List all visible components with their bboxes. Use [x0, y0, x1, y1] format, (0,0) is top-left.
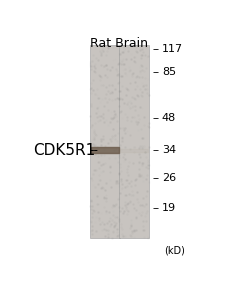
Text: 34: 34: [162, 145, 176, 155]
Text: 117: 117: [162, 44, 183, 54]
Text: CDK5R1: CDK5R1: [33, 143, 95, 158]
Text: 26: 26: [162, 173, 176, 183]
Text: --: --: [153, 44, 160, 54]
Text: --: --: [153, 67, 160, 77]
Bar: [90, 45, 120, 238]
Text: --: --: [153, 145, 160, 155]
Text: 19: 19: [162, 203, 176, 213]
Text: (kD): (kD): [164, 245, 185, 255]
Bar: [119, 45, 149, 238]
Text: 85: 85: [162, 67, 176, 77]
Text: --: --: [153, 173, 160, 183]
Text: 48: 48: [162, 113, 176, 123]
Text: Rat Brain: Rat Brain: [90, 37, 148, 50]
Text: --: --: [153, 113, 160, 123]
Text: --: --: [153, 203, 160, 213]
Text: --: --: [90, 144, 99, 157]
